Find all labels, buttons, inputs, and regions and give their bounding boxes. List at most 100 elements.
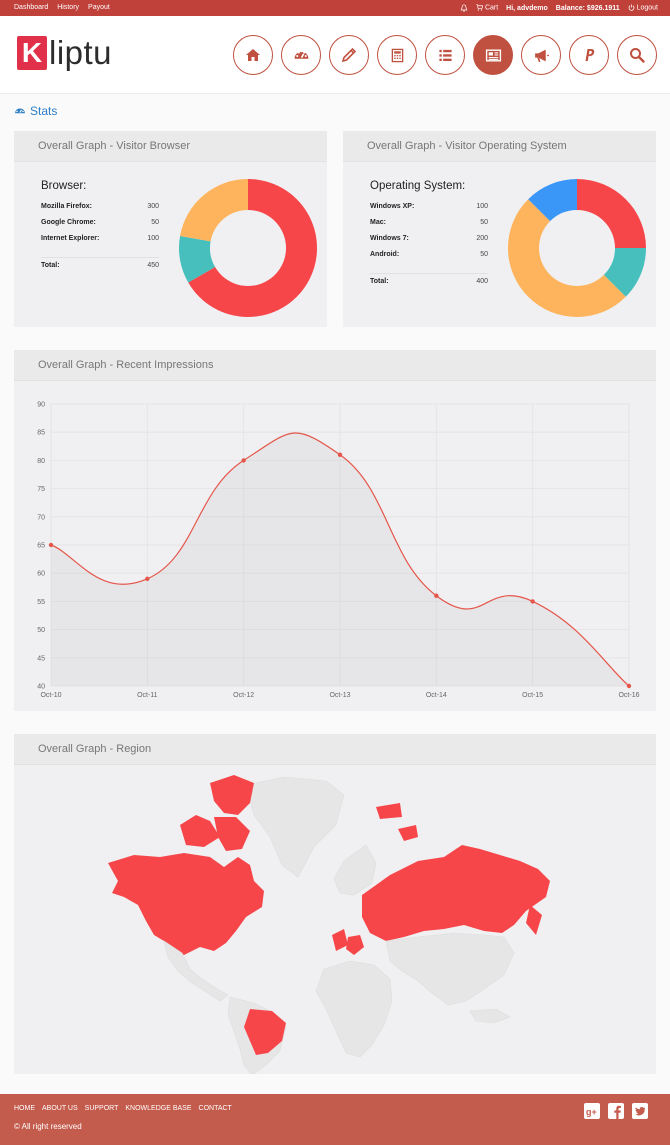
cart-link[interactable]: Cart [476, 4, 498, 12]
topbar-link-history[interactable]: History [57, 4, 80, 11]
facebook-icon[interactable] [608, 1103, 624, 1119]
y-tick-label: 40 [37, 684, 45, 691]
legend-row: Google Chrome: 50 [41, 219, 159, 235]
legend-divider [370, 273, 488, 274]
twitter-icon[interactable] [632, 1103, 648, 1119]
legend-value: 100 [147, 235, 159, 242]
map-region-asia[interactable] [385, 932, 515, 1006]
impressions-panel: Overall Graph - Recent Impressions 40 45 5… [14, 350, 656, 711]
nav-calculator-button[interactable] [377, 35, 417, 75]
map-region-canada-islands[interactable] [210, 775, 254, 815]
pie-slice-android[interactable] [528, 179, 577, 222]
search-icon [630, 48, 645, 63]
site-footer: HOME ABOUT US SUPPORT KNOWLEDGE BASE CON… [0, 1094, 670, 1145]
svg-text:g+: g+ [586, 1107, 597, 1117]
logo-initial: K [17, 36, 47, 70]
nav-dashboard-button[interactable] [281, 35, 321, 75]
topbar-link-dashboard[interactable]: Dashboard [14, 4, 49, 11]
pie-slice-mac[interactable] [603, 248, 646, 297]
cart-icon [476, 4, 484, 11]
calculator-icon [391, 48, 403, 62]
legend-row: Android: 50 [370, 251, 488, 267]
nav-campaign-button[interactable] [521, 35, 561, 75]
map-region-russia-islands[interactable] [398, 825, 418, 841]
x-tick-label: Oct-12 [233, 692, 254, 699]
pie-slice-internet-explorer[interactable] [180, 179, 248, 242]
y-tick-label: 80 [37, 458, 45, 465]
footer-link-contact[interactable]: CONTACT [198, 1105, 232, 1112]
region-panel-title: Overall Graph - Region [14, 734, 656, 765]
legend-label: Android: [370, 251, 400, 258]
nav-paypal-button[interactable] [569, 35, 609, 75]
legend-row: Internet Explorer: 100 [41, 235, 159, 251]
footer-link-home[interactable]: HOME [14, 1105, 35, 1112]
browser-panel-title: Overall Graph - Visitor Browser [14, 131, 327, 162]
data-point[interactable] [241, 458, 246, 463]
map-region-canada-islands-3[interactable] [214, 817, 250, 851]
stats-title: Stats [30, 104, 58, 118]
map-region-europe[interactable] [333, 844, 377, 896]
nav-list-button[interactable] [425, 35, 465, 75]
footer-link-about[interactable]: ABOUT US [42, 1105, 78, 1112]
map-region-mexico[interactable] [163, 940, 229, 1002]
paypal-icon [585, 49, 595, 61]
impressions-panel-title: Overall Graph - Recent Impressions [14, 350, 656, 381]
site-logo[interactable]: K liptu [17, 36, 112, 70]
legend-total-row: Total: 400 [370, 278, 488, 294]
y-tick-label: 65 [37, 543, 45, 550]
newspaper-icon [485, 48, 501, 62]
map-region-uk[interactable] [332, 929, 348, 951]
top-bar: Dashboard History Payout Cart Hi, advdem… [0, 0, 670, 16]
nav-news-button[interactable] [473, 35, 513, 75]
map-region-russia-islands-2[interactable] [376, 803, 402, 819]
legend-row: Windows 7: 200 [370, 235, 488, 251]
user-greeting[interactable]: Hi, advdemo [506, 4, 548, 12]
legend-total-label: Total: [41, 262, 60, 269]
data-point[interactable] [337, 452, 343, 457]
pie-slice-google-chrome[interactable] [179, 236, 216, 283]
data-point[interactable] [434, 593, 439, 598]
map-region-kamchatka[interactable] [526, 905, 542, 935]
legend-row: Mac: 50 [370, 219, 488, 235]
google-plus-icon[interactable]: g+ [584, 1103, 600, 1119]
dashboard-gauge-icon [15, 107, 25, 114]
nav-search-button[interactable] [617, 35, 657, 75]
x-tick-label: Oct-14 [426, 692, 447, 699]
footer-link-knowledge-base[interactable]: KNOWLEDGE BASE [125, 1105, 192, 1112]
y-tick-label: 45 [37, 655, 45, 662]
map-region-north-america[interactable] [108, 853, 264, 955]
footer-links: HOME ABOUT US SUPPORT KNOWLEDGE BASE CON… [14, 1105, 232, 1112]
data-point[interactable] [626, 683, 632, 689]
nav-home-button[interactable] [233, 35, 273, 75]
legend-value: 100 [476, 203, 488, 210]
browser-panel: Overall Graph - Visitor Browser Browser:… [14, 131, 327, 327]
home-icon [246, 49, 260, 61]
browser-heading: Browser: [41, 180, 87, 192]
os-heading: Operating System: [370, 180, 466, 192]
pie-slice-windows-xp[interactable] [577, 179, 646, 248]
legend-row: Windows XP: 100 [370, 203, 488, 219]
logout-link[interactable]: Logout [628, 4, 658, 12]
data-point[interactable] [530, 599, 535, 604]
x-tick-label: Oct-16 [618, 692, 639, 699]
line-area-fill [51, 432, 629, 686]
map-region-france-spain[interactable] [346, 935, 364, 955]
legend-label: Google Chrome: [41, 219, 96, 226]
legend-label: Mac: [370, 219, 386, 226]
map-region-russia[interactable] [362, 845, 550, 941]
bell-icon[interactable] [460, 4, 468, 12]
map-region-africa[interactable] [315, 960, 393, 1058]
map-region-greenland[interactable] [245, 776, 345, 878]
pie-slice-mozilla-firefox[interactable] [188, 179, 317, 317]
data-point[interactable] [145, 576, 150, 582]
nav-edit-button[interactable] [329, 35, 369, 75]
topbar-link-payout[interactable]: Payout [88, 4, 110, 11]
pie-slice-windows-7[interactable] [508, 199, 626, 317]
legend-value: 50 [480, 251, 488, 258]
footer-link-support[interactable]: SUPPORT [84, 1105, 119, 1112]
map-region-indonesia[interactable] [469, 1008, 511, 1024]
data-point[interactable] [48, 542, 54, 548]
legend-label: Windows XP: [370, 203, 415, 210]
map-region-canada-islands-2[interactable] [180, 815, 220, 847]
map-region-brazil[interactable] [244, 1009, 286, 1055]
